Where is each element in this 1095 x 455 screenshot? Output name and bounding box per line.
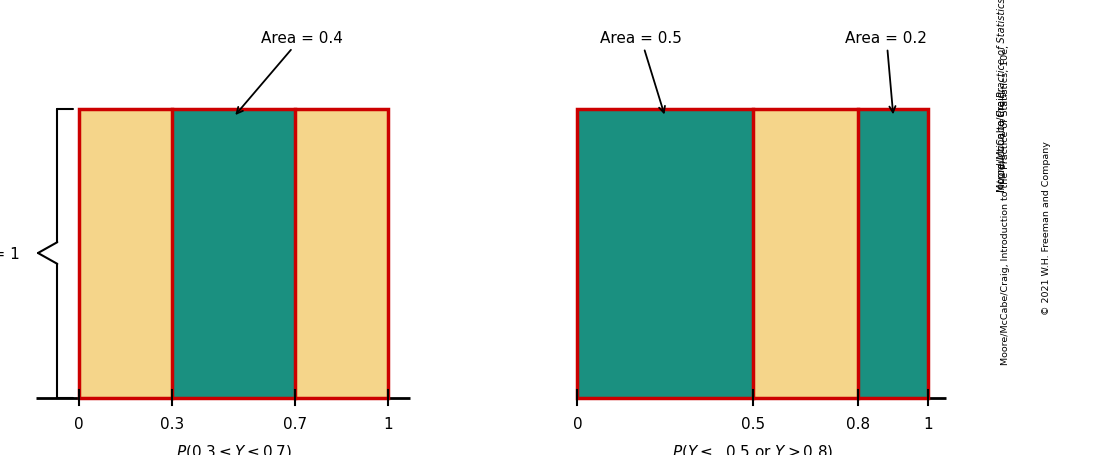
Text: 0: 0 bbox=[573, 416, 583, 431]
Bar bbox=[172, 109, 296, 398]
Text: Height = 1: Height = 1 bbox=[0, 246, 20, 261]
Text: 0.8: 0.8 bbox=[846, 416, 871, 431]
Text: 0.7: 0.7 bbox=[284, 416, 308, 431]
Text: $P(Y \leq \ \ 0.5 \mathrm{\ or\ } Y > 0.8)$: $P(Y \leq \ \ 0.5 \mathrm{\ or\ } Y > 0.… bbox=[672, 442, 833, 455]
Bar bbox=[577, 109, 753, 398]
Text: Moore/McCabe/Craig, Introduction to the Practice of Statistics, 10e,: Moore/McCabe/Craig, Introduction to the … bbox=[1001, 45, 1010, 364]
Bar bbox=[577, 109, 929, 398]
Text: 0.3: 0.3 bbox=[160, 416, 184, 431]
Bar bbox=[296, 109, 388, 398]
Text: 1: 1 bbox=[383, 416, 393, 431]
Text: Area = 0.2: Area = 0.2 bbox=[845, 31, 927, 113]
Bar bbox=[753, 109, 858, 398]
Text: © 2021 W.H. Freeman and Company: © 2021 W.H. Freeman and Company bbox=[1042, 141, 1051, 314]
Bar bbox=[79, 109, 172, 398]
Text: Moore/McCabe/Craig,: Moore/McCabe/Craig, bbox=[996, 84, 1007, 191]
Text: Area = 0.5: Area = 0.5 bbox=[600, 31, 681, 113]
Text: Introduction to the Practice of Statistics: Introduction to the Practice of Statisti… bbox=[996, 0, 1007, 191]
Text: 0: 0 bbox=[74, 416, 83, 431]
Bar bbox=[858, 109, 929, 398]
Bar bbox=[79, 109, 388, 398]
Text: $P(0.3 \leq Y \leq 0.7)$: $P(0.3 \leq Y \leq 0.7)$ bbox=[175, 442, 291, 455]
Text: 1: 1 bbox=[924, 416, 933, 431]
Text: Area = 0.4: Area = 0.4 bbox=[237, 31, 343, 114]
Text: 0.5: 0.5 bbox=[741, 416, 765, 431]
